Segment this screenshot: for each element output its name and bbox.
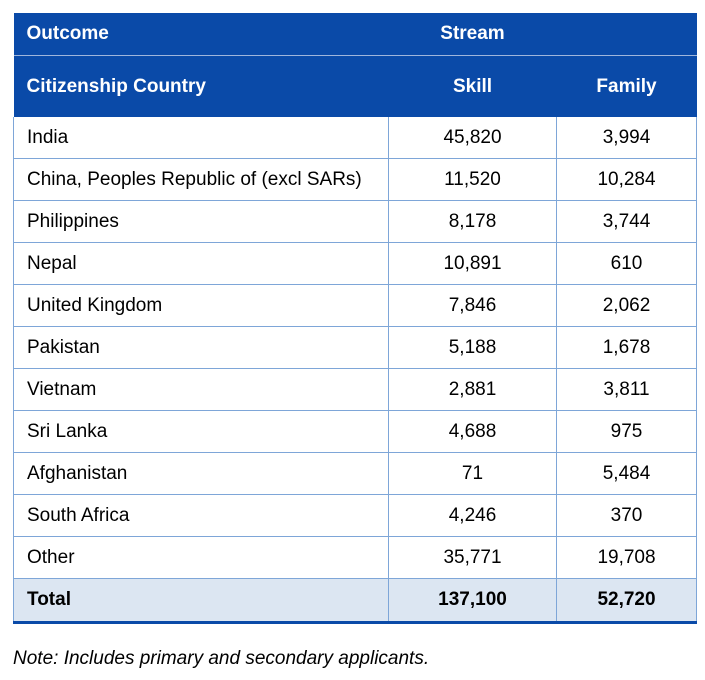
- skill-cell: 8,178: [388, 200, 557, 243]
- country-cell: Pakistan: [13, 326, 389, 369]
- stream-header-spacer: [556, 13, 697, 56]
- family-cell: 3,811: [556, 368, 697, 411]
- table-row: Philippines 8,178 3,744: [13, 200, 697, 243]
- family-cell: 2,062: [556, 284, 697, 327]
- family-cell: 5,484: [556, 452, 697, 495]
- table-row: Vietnam 2,881 3,811: [13, 368, 697, 411]
- country-cell: China, Peoples Republic of (excl SARs): [13, 158, 389, 201]
- country-cell: South Africa: [13, 494, 389, 537]
- country-cell: Afghanistan: [13, 452, 389, 495]
- country-cell: Sri Lanka: [13, 410, 389, 453]
- family-header: Family: [556, 55, 697, 117]
- skill-cell: 71: [388, 452, 557, 495]
- family-cell: 610: [556, 242, 697, 285]
- family-cell: 10,284: [556, 158, 697, 201]
- table-row: India 45,820 3,994: [13, 117, 697, 159]
- citizenship-stream-table: Outcome Stream Citizenship Country Skill…: [13, 13, 697, 624]
- table-row: United Kingdom 7,846 2,062: [13, 284, 697, 327]
- total-family: 52,720: [556, 578, 697, 624]
- total-skill: 137,100: [388, 578, 557, 624]
- header-row-columns: Citizenship Country Skill Family: [13, 55, 697, 117]
- family-cell: 3,744: [556, 200, 697, 243]
- skill-cell: 45,820: [388, 117, 557, 159]
- table-row: Sri Lanka 4,688 975: [13, 410, 697, 453]
- table-row: China, Peoples Republic of (excl SARs) 1…: [13, 158, 697, 201]
- skill-cell: 10,891: [388, 242, 557, 285]
- country-cell: India: [13, 117, 389, 159]
- data-table-container: Outcome Stream Citizenship Country Skill…: [13, 13, 697, 624]
- skill-cell: 35,771: [388, 536, 557, 579]
- country-cell: United Kingdom: [13, 284, 389, 327]
- family-cell: 19,708: [556, 536, 697, 579]
- family-cell: 370: [556, 494, 697, 537]
- country-cell: Nepal: [13, 242, 389, 285]
- country-cell: Other: [13, 536, 389, 579]
- skill-header: Skill: [388, 55, 557, 117]
- table-row: Other 35,771 19,708: [13, 536, 697, 579]
- total-row: Total 137,100 52,720: [13, 578, 697, 624]
- country-cell: Vietnam: [13, 368, 389, 411]
- skill-cell: 5,188: [388, 326, 557, 369]
- outcome-header: Outcome: [13, 13, 389, 56]
- skill-cell: 2,881: [388, 368, 557, 411]
- skill-cell: 4,688: [388, 410, 557, 453]
- table-row: Afghanistan 71 5,484: [13, 452, 697, 495]
- family-cell: 3,994: [556, 117, 697, 159]
- table-row: South Africa 4,246 370: [13, 494, 697, 537]
- family-cell: 1,678: [556, 326, 697, 369]
- total-label: Total: [13, 578, 389, 624]
- table-row: Nepal 10,891 610: [13, 242, 697, 285]
- skill-cell: 11,520: [388, 158, 557, 201]
- table-row: Pakistan 5,188 1,678: [13, 326, 697, 369]
- header-row-outcome: Outcome Stream: [13, 13, 697, 56]
- skill-cell: 7,846: [388, 284, 557, 327]
- country-cell: Philippines: [13, 200, 389, 243]
- stream-header: Stream: [388, 13, 557, 56]
- citizenship-country-header: Citizenship Country: [13, 55, 389, 117]
- family-cell: 975: [556, 410, 697, 453]
- skill-cell: 4,246: [388, 494, 557, 537]
- table-note: Note: Includes primary and secondary app…: [13, 648, 430, 669]
